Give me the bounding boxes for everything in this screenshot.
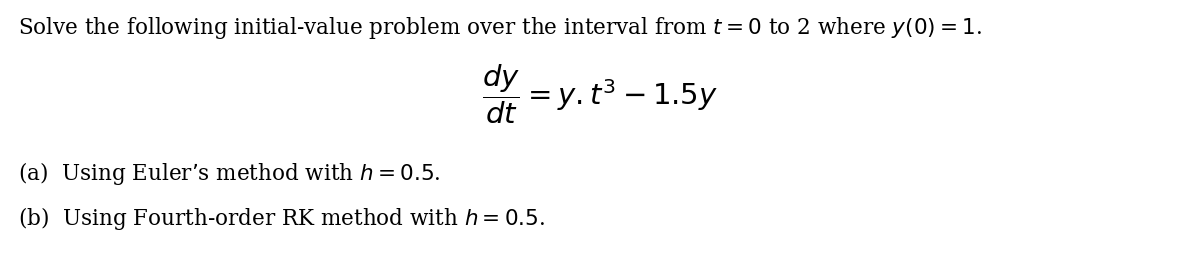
Text: (a)  Using Euler’s method with $h = 0.5$.: (a) Using Euler’s method with $h = 0.5$.: [18, 160, 440, 187]
Text: (b)  Using Fourth-order RK method with $h = 0.5$.: (b) Using Fourth-order RK method with $h…: [18, 205, 545, 232]
Text: $\dfrac{dy}{dt} = y.t^3 - 1.5y$: $\dfrac{dy}{dt} = y.t^3 - 1.5y$: [482, 63, 718, 126]
Text: Solve the following initial-value problem over the interval from $t = 0$ to 2 wh: Solve the following initial-value proble…: [18, 15, 982, 41]
